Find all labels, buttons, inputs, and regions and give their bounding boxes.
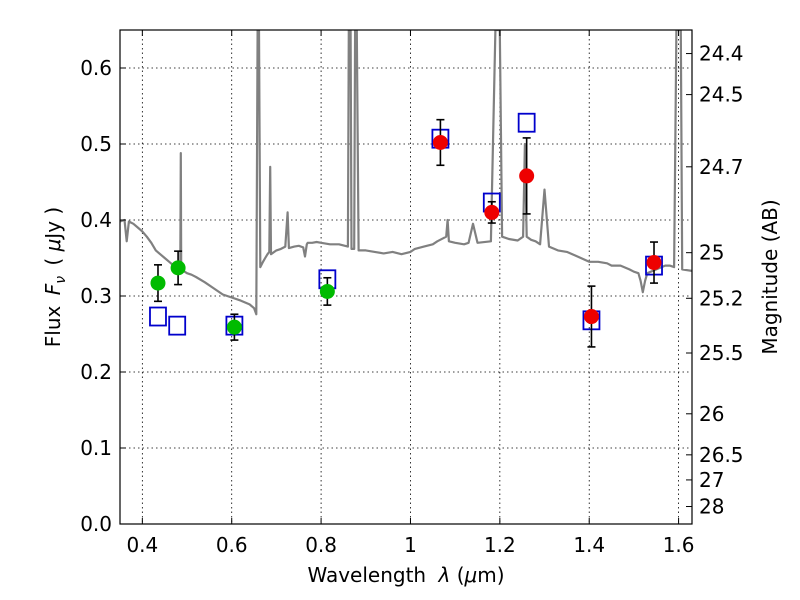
x-axis-label: Wavelength λ (μm) [307,563,504,587]
plot-area [120,30,692,524]
x-tick-label: 1.2 [484,533,516,557]
x-tick-label: 0.8 [305,533,337,557]
y-axis-label-symbol: F [41,283,65,295]
y2-tick-label: 25.5 [699,341,744,365]
x-axis-label-unit-mu: μ [464,563,478,587]
y-tick-label: 0.4 [80,208,112,232]
x-tick-label: 1.6 [663,533,695,557]
y2-tick-label: 26 [699,402,724,426]
x-tick-label: 1.4 [573,533,605,557]
y-axis-label-subscript: ν [53,276,69,284]
photometry-point [432,134,448,150]
y2-tick-label: 28 [699,495,724,519]
photometry-point [646,255,662,271]
x-axis-label-unit-open: ( [457,563,465,587]
y-tick-labels: 0.0 0.1 0.2 0.3 0.4 0.5 0.6 [80,56,112,536]
y2-tick-label: 26.5 [699,443,744,467]
photometry-point [519,168,535,184]
y-tick-label: 0.6 [80,56,112,80]
x-tick-label: 1 [404,533,417,557]
x-axis-label-unit-rest: m) [477,563,504,587]
photometry-point [583,309,599,325]
x-axis-label-text: Wavelength [307,563,426,587]
y2-tick-labels: 24.4 24.5 24.7 25 25.2 25.5 26 26.527 28 [699,42,744,519]
plot-frame [119,29,693,525]
photometry-point [226,319,242,335]
observed-photometry-markers [150,134,662,335]
y-tick-label: 0.2 [80,360,112,384]
x-axis-label-symbol: λ [437,563,450,587]
x-tick-label: 0.4 [126,533,158,557]
model-photometry-square [149,306,167,327]
model-photometry-square [517,112,536,133]
model-photometry-square [168,315,187,336]
photometry-point [319,283,335,299]
y2-tick-label: 24.5 [699,83,744,107]
y2-axis-label: Magnitude (AB) [758,199,782,354]
tick-marks [120,30,692,525]
grid [120,30,692,524]
photometry-point [150,275,166,291]
y-tick-label: 0.5 [80,132,112,156]
y2-tick-label: 25.2 [699,286,744,310]
y2-tick-label: 24.7 [699,155,744,179]
y-axis-label-text: Flux [41,305,65,347]
y2-tick-label: 25 [699,241,724,265]
photometry-point [170,260,186,276]
model-photometry-markers [149,112,663,336]
model-spectrum-line [120,30,692,316]
x-tick-labels: 0.4 0.6 0.8 1 1.2 1.4 1.6 [126,533,694,557]
y-tick-label: 0.3 [80,284,112,308]
y-tick-label: 0.1 [80,436,112,460]
y2-tick-label: 27 [699,468,724,492]
photometry-point [484,204,500,220]
plot-layer [120,30,692,348]
y-axis-label-unit-mu: μ [41,239,65,253]
y-axis-label-unit-rest: Jy ) [41,207,65,241]
x-tick-label: 0.6 [216,533,248,557]
y2-tick-label: 24.4 [699,42,744,66]
y-tick-label: 0.0 [80,512,112,536]
y-axis-label: Flux Fν ( μJy ) [41,207,69,347]
y-axis-label-unit-open: ( [41,258,65,266]
